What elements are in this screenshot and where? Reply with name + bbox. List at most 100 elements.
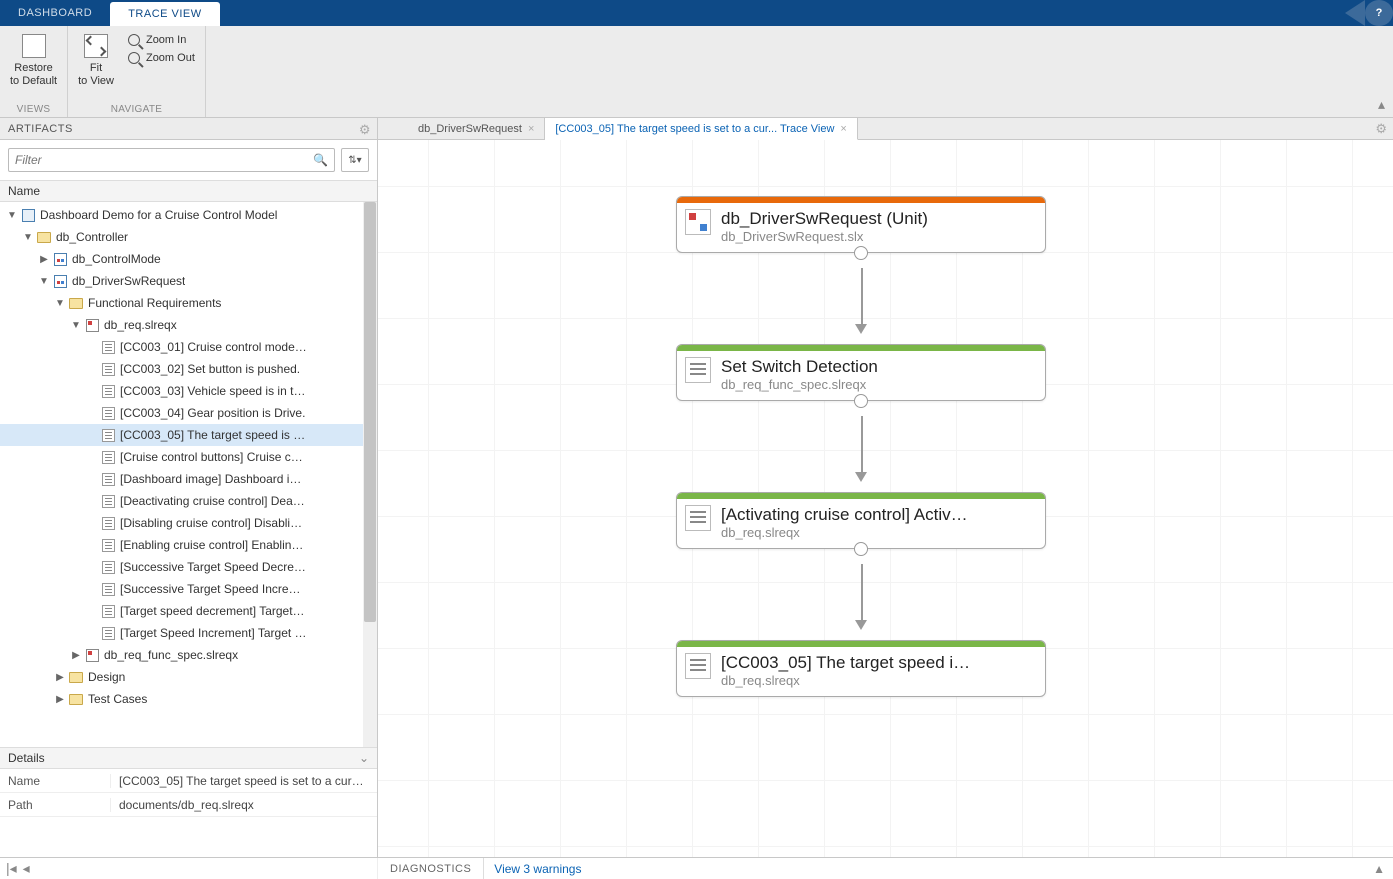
artifacts-header: ARTIFACTS ⚙ xyxy=(0,118,377,140)
tree-item-label: [CC003_03] Vehicle speed is in t… xyxy=(120,384,305,398)
details-name-value: [CC003_05] The target speed is set to a … xyxy=(110,774,377,788)
doc-tab-trace-view[interactable]: [CC003_05] The target speed is set to a … xyxy=(545,118,857,140)
ribbon-group-views: Restoreto Default VIEWS xyxy=(0,26,68,117)
tree-item[interactable]: [Deactivating cruise control] Dea… xyxy=(0,490,377,512)
trace-node-activating[interactable]: [Activating cruise control] Activ… db_re… xyxy=(676,492,1046,549)
tree-item-label: Test Cases xyxy=(88,692,147,706)
tree-scrollbar-thumb[interactable] xyxy=(364,202,376,622)
req-icon xyxy=(100,603,116,619)
tab-trace-view[interactable]: TRACE VIEW xyxy=(110,2,219,26)
tree-twisty-icon[interactable]: ▶ xyxy=(54,694,66,705)
node-port[interactable] xyxy=(854,246,868,260)
tree-item[interactable]: [Target speed decrement] Target… xyxy=(0,600,377,622)
folder-icon xyxy=(36,229,52,245)
tree-item-label: Dashboard Demo for a Cruise Control Mode… xyxy=(40,208,277,222)
close-icon[interactable]: × xyxy=(840,123,846,135)
trace-canvas[interactable]: db_DriverSwRequest (Unit) db_DriverSwReq… xyxy=(378,140,1393,857)
node-port[interactable] xyxy=(854,394,868,408)
req-icon xyxy=(100,427,116,443)
box-icon xyxy=(20,207,36,223)
nav-prev-icon[interactable]: ◂ xyxy=(23,860,30,877)
tree-item[interactable]: [Dashboard image] Dashboard i… xyxy=(0,468,377,490)
details-name-label: Name xyxy=(0,774,110,788)
node-title: db_DriverSwRequest (Unit) xyxy=(721,209,928,229)
fit-to-view-button[interactable]: Fitto View xyxy=(78,28,114,88)
filter-input-wrapper[interactable]: 🔍 xyxy=(8,148,335,172)
status-bar: |◂ ◂ DIAGNOSTICS View 3 warnings ▲ xyxy=(0,857,1393,879)
chevron-down-icon: ⌄ xyxy=(359,751,369,765)
node-port[interactable] xyxy=(854,542,868,556)
zoom-out-button[interactable]: Zoom Out xyxy=(128,52,195,64)
tree-item[interactable]: ▼db_DriverSwRequest xyxy=(0,270,377,292)
ribbon-toolbar: Restoreto Default VIEWS Fitto View Zoom … xyxy=(0,26,1393,118)
tree-twisty-icon[interactable]: ▶ xyxy=(70,650,82,661)
artifacts-settings-icon[interactable]: ⚙ xyxy=(359,122,371,138)
filter-input[interactable] xyxy=(15,153,313,167)
tree-item[interactable]: ▶db_ControlMode xyxy=(0,248,377,270)
nav-first-icon[interactable]: |◂ xyxy=(6,860,17,877)
view-warnings-link[interactable]: View 3 warnings xyxy=(484,862,591,876)
tree-item[interactable]: [CC003_04] Gear position is Drive. xyxy=(0,402,377,424)
doc-tab-1-label: db_DriverSwRequest xyxy=(418,123,522,135)
tree-item[interactable]: [Successive Target Speed Decre… xyxy=(0,556,377,578)
zoom-in-button[interactable]: Zoom In xyxy=(128,34,195,46)
tree-twisty-icon[interactable]: ▼ xyxy=(70,320,82,331)
diagnostics-label[interactable]: DIAGNOSTICS xyxy=(378,858,484,879)
trace-node-unit[interactable]: db_DriverSwRequest (Unit) db_DriverSwReq… xyxy=(676,196,1046,253)
mdl-icon xyxy=(52,251,68,267)
tree-item[interactable]: [Cruise control buttons] Cruise c… xyxy=(0,446,377,468)
help-button[interactable]: ? xyxy=(1345,0,1393,26)
tree-item[interactable]: [CC003_02] Set button is pushed. xyxy=(0,358,377,380)
tree-twisty-icon[interactable]: ▼ xyxy=(38,276,50,287)
node-subtitle: db_req.slreqx xyxy=(721,525,968,540)
top-tab-bar: DASHBOARD TRACE VIEW ? xyxy=(0,0,1393,26)
sort-dropdown[interactable]: ⇅▾ xyxy=(341,148,369,172)
tree-item[interactable]: ▼db_Controller xyxy=(0,226,377,248)
tree-item[interactable]: ▼ Dashboard Demo for a Cruise Control Mod… xyxy=(0,204,377,226)
tree-item-label: [Successive Target Speed Incre… xyxy=(120,582,301,596)
tree-twisty-icon[interactable]: ▶ xyxy=(38,254,50,265)
tree-item[interactable]: [Successive Target Speed Incre… xyxy=(0,578,377,600)
tree-item[interactable]: ▶ Test Cases xyxy=(0,688,377,710)
main-area: db_DriverSwRequest × [CC003_05] The targ… xyxy=(378,118,1393,857)
tree-column-header[interactable]: Name xyxy=(0,180,377,202)
tree-item[interactable]: ▼Functional Requirements xyxy=(0,292,377,314)
fit-icon xyxy=(84,34,108,58)
tree-item[interactable]: ▶db_req_func_spec.slreqx xyxy=(0,644,377,666)
tree-item[interactable]: [CC003_01] Cruise control mode… xyxy=(0,336,377,358)
folder-icon xyxy=(68,669,84,685)
tree-item-label: [Cruise control buttons] Cruise c… xyxy=(120,450,303,464)
ribbon-collapse-button[interactable]: ▴ xyxy=(1378,96,1385,113)
details-header[interactable]: Details ⌄ xyxy=(0,747,377,769)
help-icon: ? xyxy=(1365,0,1393,26)
tree-item-label: [Dashboard image] Dashboard i… xyxy=(120,472,301,486)
restore-default-button[interactable]: Restoreto Default xyxy=(10,28,57,88)
tree-item[interactable]: [Enabling cruise control] Enablin… xyxy=(0,534,377,556)
tree-item[interactable]: ▶Design xyxy=(0,666,377,688)
close-icon[interactable]: × xyxy=(528,123,534,135)
tree-item[interactable]: [CC003_05] The target speed is … xyxy=(0,424,377,446)
req-icon xyxy=(100,449,116,465)
trace-node-set-switch[interactable]: Set Switch Detection db_req_func_spec.sl… xyxy=(676,344,1046,401)
tree-twisty-icon[interactable]: ▼ xyxy=(22,232,34,243)
restore-label: Restoreto Default xyxy=(10,62,57,88)
req-icon xyxy=(100,493,116,509)
tree-item[interactable]: ▼db_req.slreqx xyxy=(0,314,377,336)
tree-twisty-icon[interactable]: ▶ xyxy=(54,672,66,683)
folder-icon xyxy=(68,691,84,707)
req-icon xyxy=(100,383,116,399)
tree-item-label: [CC003_04] Gear position is Drive. xyxy=(120,406,305,420)
tree-item[interactable]: [Disabling cruise control] Disabli… xyxy=(0,512,377,534)
node-subtitle: db_req.slreqx xyxy=(721,673,970,688)
tree-item[interactable]: [CC003_03] Vehicle speed is in t… xyxy=(0,380,377,402)
tree-scrollbar[interactable] xyxy=(363,202,377,747)
tree-item[interactable]: [Target Speed Increment] Target … xyxy=(0,622,377,644)
doc-tab-driver-sw-request[interactable]: db_DriverSwRequest × xyxy=(408,118,545,140)
tab-dashboard[interactable]: DASHBOARD xyxy=(0,0,110,26)
statusbar-expand-icon[interactable]: ▲ xyxy=(1373,862,1385,876)
trace-node-cc003-05[interactable]: [CC003_05] The target speed i… db_req.sl… xyxy=(676,640,1046,697)
tree-twisty-icon[interactable]: ▼ xyxy=(6,210,18,221)
doc-tabs-settings-icon[interactable]: ⚙ xyxy=(1375,121,1387,137)
sl-icon xyxy=(84,317,100,333)
tree-twisty-icon[interactable]: ▼ xyxy=(54,298,66,309)
